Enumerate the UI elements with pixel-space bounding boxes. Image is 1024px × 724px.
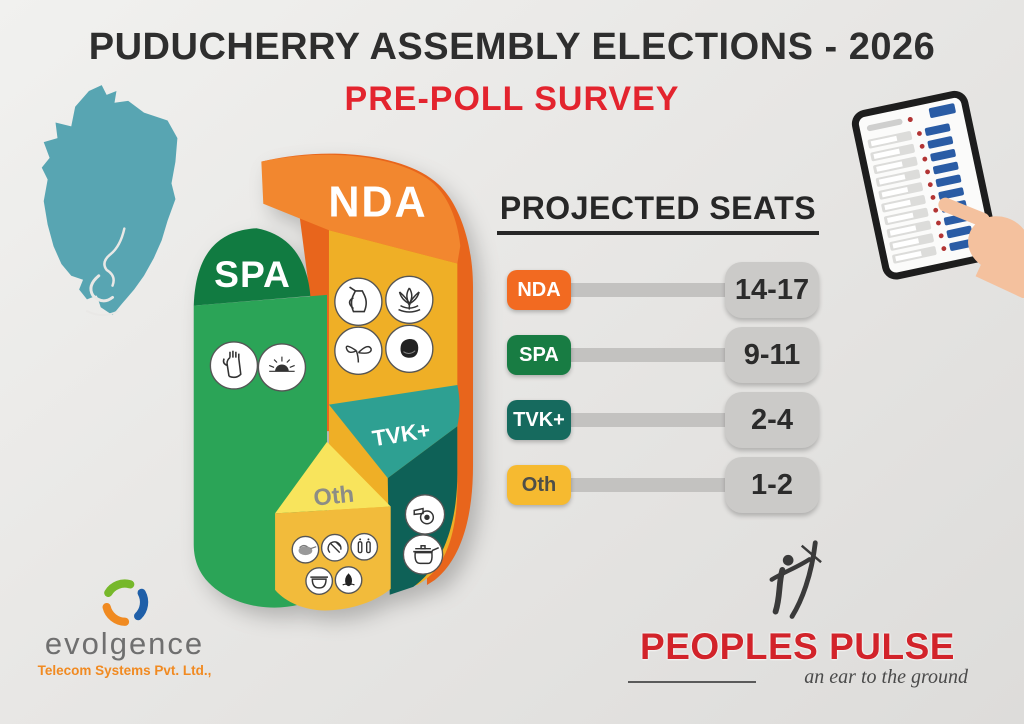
bud-icon (342, 573, 355, 587)
alliance-pie-chart: NDA SPA TVK+ Oth (193, 153, 474, 611)
candles-symbol-circle (350, 532, 379, 561)
pie-slice-tvk-top (328, 385, 460, 479)
evolgence-subtitle: Telecom Systems Pvt. Ltd., (37, 663, 212, 678)
spa-connector-bar (567, 348, 737, 362)
cup-symbol-circle (305, 567, 334, 595)
pressure-cooker-icon (413, 545, 440, 565)
pointing-hand-icon (938, 197, 1024, 298)
hand-icon (222, 350, 242, 379)
pie-slice-nda-top (261, 154, 461, 264)
peoples-pulse-tagline: an ear to the ground (804, 666, 968, 688)
tvk-seats-value: 2-4 (725, 392, 819, 448)
candles-icon (357, 538, 371, 554)
cup-icon (310, 576, 328, 589)
oth-seats-value: 1-2 (725, 457, 819, 513)
bird-icon (298, 544, 317, 556)
spa-badge: SPA (507, 335, 571, 375)
tvk-badge: TVK+ (507, 400, 571, 440)
nda-connector-bar (567, 283, 737, 297)
oth-badge: Oth (507, 465, 571, 505)
seat-row-spa: SPA 9-11 (507, 327, 819, 383)
pie-label-oth: Oth (312, 481, 355, 511)
jug-icon (348, 286, 367, 313)
page-title: PUDUCHERRY ASSEMBLY ELECTIONS - 2026 (88, 26, 936, 68)
oth-connector-bar (567, 478, 737, 492)
whistle-icon (413, 507, 435, 525)
tvk-connector-bar (567, 413, 737, 427)
pie-slice-spa-top (193, 228, 311, 306)
pie-slice-oth-top (275, 441, 391, 514)
hammer-sickle-icon (327, 541, 342, 554)
evolgence-brand: evolgence (44, 626, 205, 661)
lotus-icon (398, 287, 421, 313)
projected-seats-heading: PROJECTED SEATS (497, 190, 819, 235)
spa-seats-value: 9-11 (725, 327, 819, 383)
whistle-symbol-circle (404, 494, 446, 535)
projected-seats-list: NDA 14-17 SPA 9-11 TVK+ 2-4 Oth 1-2 (507, 262, 819, 522)
seat-row-oth: Oth 1-2 (507, 457, 819, 513)
hand-symbol-circle (209, 341, 259, 390)
seat-row-nda: NDA 14-17 (507, 262, 819, 318)
evolgence-swirl-icon (102, 579, 149, 626)
nda-seats-value: 14-17 (725, 262, 819, 318)
pressure-cooker-symbol-circle (402, 534, 444, 575)
two-leaves-icon (345, 345, 372, 363)
evm-voting-machine-icon (851, 90, 1024, 298)
lotus-symbol-circle (385, 275, 434, 324)
nda-badge: NDA (507, 270, 571, 310)
page-subtitle: PRE-POLL SURVEY (344, 80, 680, 118)
peoples-pulse-brand: PEOPLES PULSE (640, 626, 955, 667)
peoples-pulse-figure-icon (769, 540, 822, 619)
two-leaves-symbol-circle (334, 326, 383, 375)
mango-icon (400, 338, 419, 358)
seat-row-tvk: TVK+ 2-4 (507, 392, 819, 448)
peoples-pulse-tagline-row: an ear to the ground (628, 666, 968, 689)
rising-sun-icon (268, 356, 295, 372)
tagline-rule (628, 680, 756, 683)
jug-symbol-circle (334, 277, 383, 326)
puducherry-map-icon (41, 85, 178, 317)
pie-label-spa: SPA (214, 253, 291, 295)
pie-label-nda: NDA (328, 178, 427, 226)
